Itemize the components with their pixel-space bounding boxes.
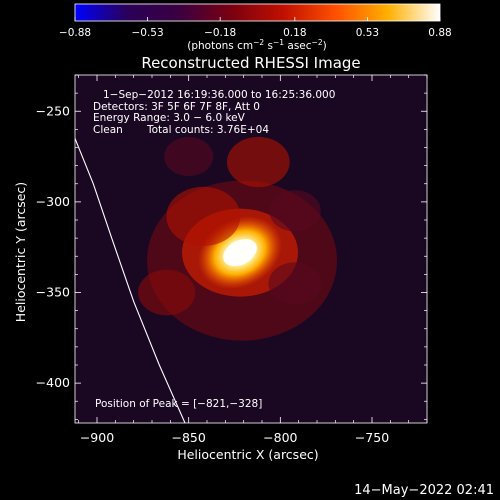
emission-blob	[269, 190, 321, 232]
x-tick-label: −800	[263, 430, 297, 445]
colorbar-tick-label: −0.53	[131, 27, 163, 39]
x-axis-ticks: −900 −850 −800 −750	[78, 75, 428, 445]
emission-blob	[226, 136, 290, 188]
annotation-total-counts: Total counts: 3.76E+04	[146, 124, 269, 136]
y-tick-label: −350	[36, 285, 70, 300]
x-tick-label: −750	[355, 430, 389, 445]
x-axis-label: Heliocentric X (arcsec)	[177, 447, 318, 462]
y-tick-label: −300	[36, 194, 70, 209]
colorbar-tick-label: 0.18	[283, 27, 306, 39]
annotation-detectors: Detectors: 3F 5F 6F 7F 8F, Att 0	[93, 101, 260, 113]
colorbar-ticks: −0.88 −0.53 −0.18 0.18 0.53 0.88	[59, 17, 452, 39]
colorbar-tick-label: 0.53	[356, 27, 379, 39]
emission-peak	[223, 239, 257, 267]
annotation-energy-range: Energy Range: 3.0 − 6.0 keV	[93, 112, 246, 124]
x-tick-label: −850	[171, 430, 205, 445]
y-tick-label: −400	[36, 375, 70, 390]
annotation-time-range: 1−Sep−2012 16:19:36.000 to 16:25:36.000	[103, 89, 335, 101]
colorbar-units-label: (photons cm−2 s−1 asec−2)	[187, 38, 326, 52]
colorbar: −0.88 −0.53 −0.18 0.18 0.53 0.88 (photons cm−…	[59, 3, 452, 52]
annotation-method: Clean	[93, 124, 123, 136]
plot-frame	[74, 74, 428, 424]
y-axis-ticks: −250 −300 −350 −400	[36, 74, 427, 420]
heatmap-image	[138, 136, 337, 341]
colorbar-tick-label: 0.88	[428, 27, 451, 39]
footer-date: 14−May−2022 02:41	[354, 483, 494, 498]
colorbar-tick-label: −0.18	[204, 27, 236, 39]
chart-title: Reconstructed RHESSI Image	[141, 54, 360, 72]
y-axis-label: Heliocentric Y (arcsec)	[13, 182, 28, 322]
plot-area: −900 −850 −800 −750 −250 −300 −350 −400	[36, 74, 428, 445]
emission-blob	[164, 137, 214, 177]
y-tick-label: −250	[36, 103, 70, 118]
emission-blob	[268, 262, 322, 305]
annotation-block: 1−Sep−2012 16:19:36.000 to 16:25:36.000 …	[93, 89, 335, 410]
x-tick-label: −900	[80, 430, 114, 445]
emission-blob	[166, 186, 241, 246]
colorbar-tick-label: −0.88	[59, 27, 91, 39]
solar-limb-line	[75, 138, 186, 423]
annotation-peak-position: Position of Peak = [−821,−328]	[95, 398, 262, 410]
emission-blob	[138, 269, 196, 316]
colorbar-gradient	[74, 3, 441, 22]
